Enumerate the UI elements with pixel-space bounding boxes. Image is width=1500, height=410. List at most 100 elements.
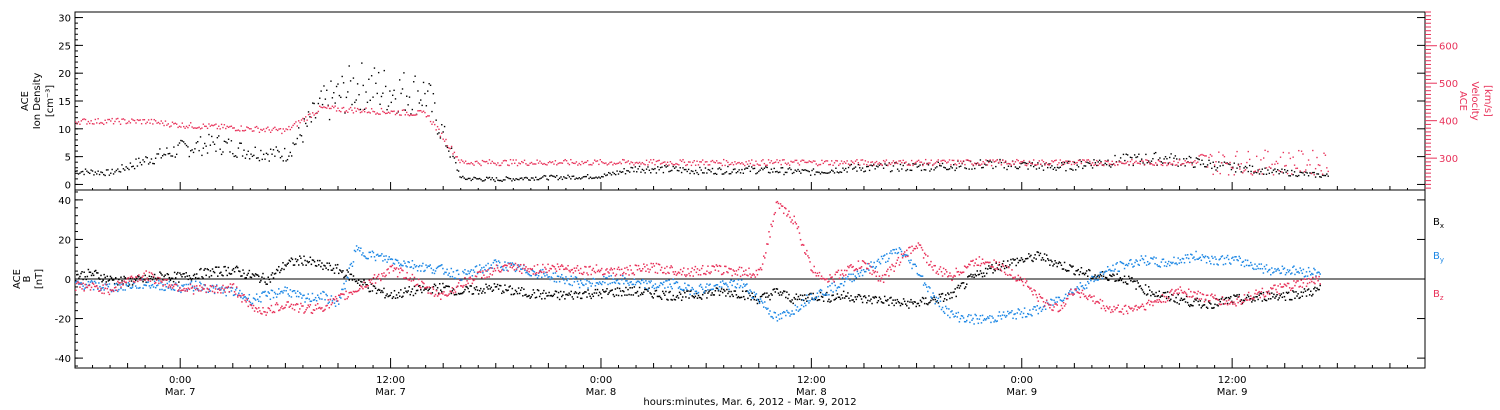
plasma-point [1096, 164, 1098, 167]
b-point [894, 299, 896, 301]
plasma-point [589, 176, 592, 178]
b-point [890, 296, 892, 299]
b-point [507, 289, 509, 291]
b-point [374, 287, 377, 290]
b-point [211, 290, 214, 293]
plasma-point [335, 85, 338, 88]
plasma-point [1202, 163, 1205, 165]
b-point [545, 271, 547, 274]
b-point [1164, 291, 1167, 294]
plasma-point [723, 158, 725, 161]
plasma-point [807, 170, 809, 172]
plasma-point [271, 129, 273, 131]
b-point [1219, 300, 1222, 303]
b-point [394, 258, 397, 261]
b-point [241, 301, 243, 303]
b-point [136, 276, 138, 278]
plasma-point [1272, 174, 1275, 176]
plasma-point [477, 162, 479, 164]
b-point [533, 271, 536, 273]
plasma-point [547, 161, 550, 164]
plasma-point [981, 167, 983, 169]
b-point [1132, 280, 1134, 283]
b-point [578, 291, 581, 294]
b-point [421, 265, 423, 267]
b-point [592, 295, 595, 298]
plasma-point [1265, 173, 1268, 175]
b-point [414, 284, 417, 287]
b-point [747, 297, 749, 300]
plasma-point [121, 118, 123, 120]
plasma-point [122, 118, 125, 120]
plasma-point [160, 120, 162, 122]
b-point [1308, 294, 1311, 296]
b-point [627, 282, 629, 285]
plasma-point [965, 167, 968, 170]
plasma-point [572, 162, 575, 164]
b-point [320, 308, 322, 310]
b-point [1184, 254, 1187, 256]
b-point [699, 297, 702, 299]
plasma-point [1282, 172, 1285, 174]
b-point [229, 273, 232, 275]
plasma-point [843, 169, 846, 171]
b-point [759, 298, 762, 300]
b-point [772, 317, 774, 320]
plasma-point [509, 178, 512, 180]
b-point [291, 258, 294, 261]
b-point [1277, 299, 1279, 301]
b-point [237, 294, 239, 297]
b-point [272, 310, 275, 313]
b-point [537, 272, 540, 274]
plasma-point [615, 173, 617, 176]
plasma-point [731, 171, 733, 173]
b-point [129, 287, 132, 289]
b-point [1102, 275, 1105, 278]
b-point [1228, 297, 1231, 300]
plasma-point [467, 177, 470, 180]
b-point [464, 268, 466, 271]
b-point [445, 271, 447, 274]
plasma-point [519, 177, 522, 180]
b-point [261, 292, 263, 294]
b-point [1140, 287, 1143, 290]
b-point [943, 298, 946, 300]
plasma-point [133, 119, 136, 122]
b-point [1009, 311, 1011, 314]
b-point [183, 272, 185, 275]
plasma-point [255, 157, 258, 159]
b-point [1141, 289, 1144, 291]
plasma-point [731, 161, 733, 164]
plasma-point [1243, 167, 1245, 169]
plasma-point [943, 166, 945, 169]
b-point [321, 262, 323, 264]
b-point [1264, 268, 1267, 270]
plasma-point [149, 122, 151, 124]
plasma-point [546, 164, 548, 166]
b-point [685, 296, 687, 298]
b-point [561, 273, 563, 276]
b-point [1307, 288, 1310, 290]
plasma-point [783, 173, 785, 176]
plasma-point [1031, 162, 1033, 164]
b-point [511, 262, 514, 264]
b-point [642, 278, 644, 281]
plasma-point [1295, 175, 1297, 177]
plasma-point [160, 157, 162, 159]
plasma-point [696, 171, 698, 174]
b-point [279, 292, 281, 295]
plasma-point [556, 174, 558, 177]
b-point [1215, 258, 1217, 260]
plasma-point [1178, 159, 1181, 161]
b-point [1159, 296, 1162, 298]
plasma-point [82, 170, 84, 173]
plasma-point [767, 159, 770, 161]
plasma-point [295, 143, 297, 145]
b-point [774, 291, 777, 293]
b-point [964, 321, 967, 323]
b-point [142, 287, 144, 289]
plasma-point [114, 120, 116, 123]
plasma-point [1079, 159, 1081, 162]
plasma-point [687, 161, 690, 163]
b-point [666, 280, 668, 282]
